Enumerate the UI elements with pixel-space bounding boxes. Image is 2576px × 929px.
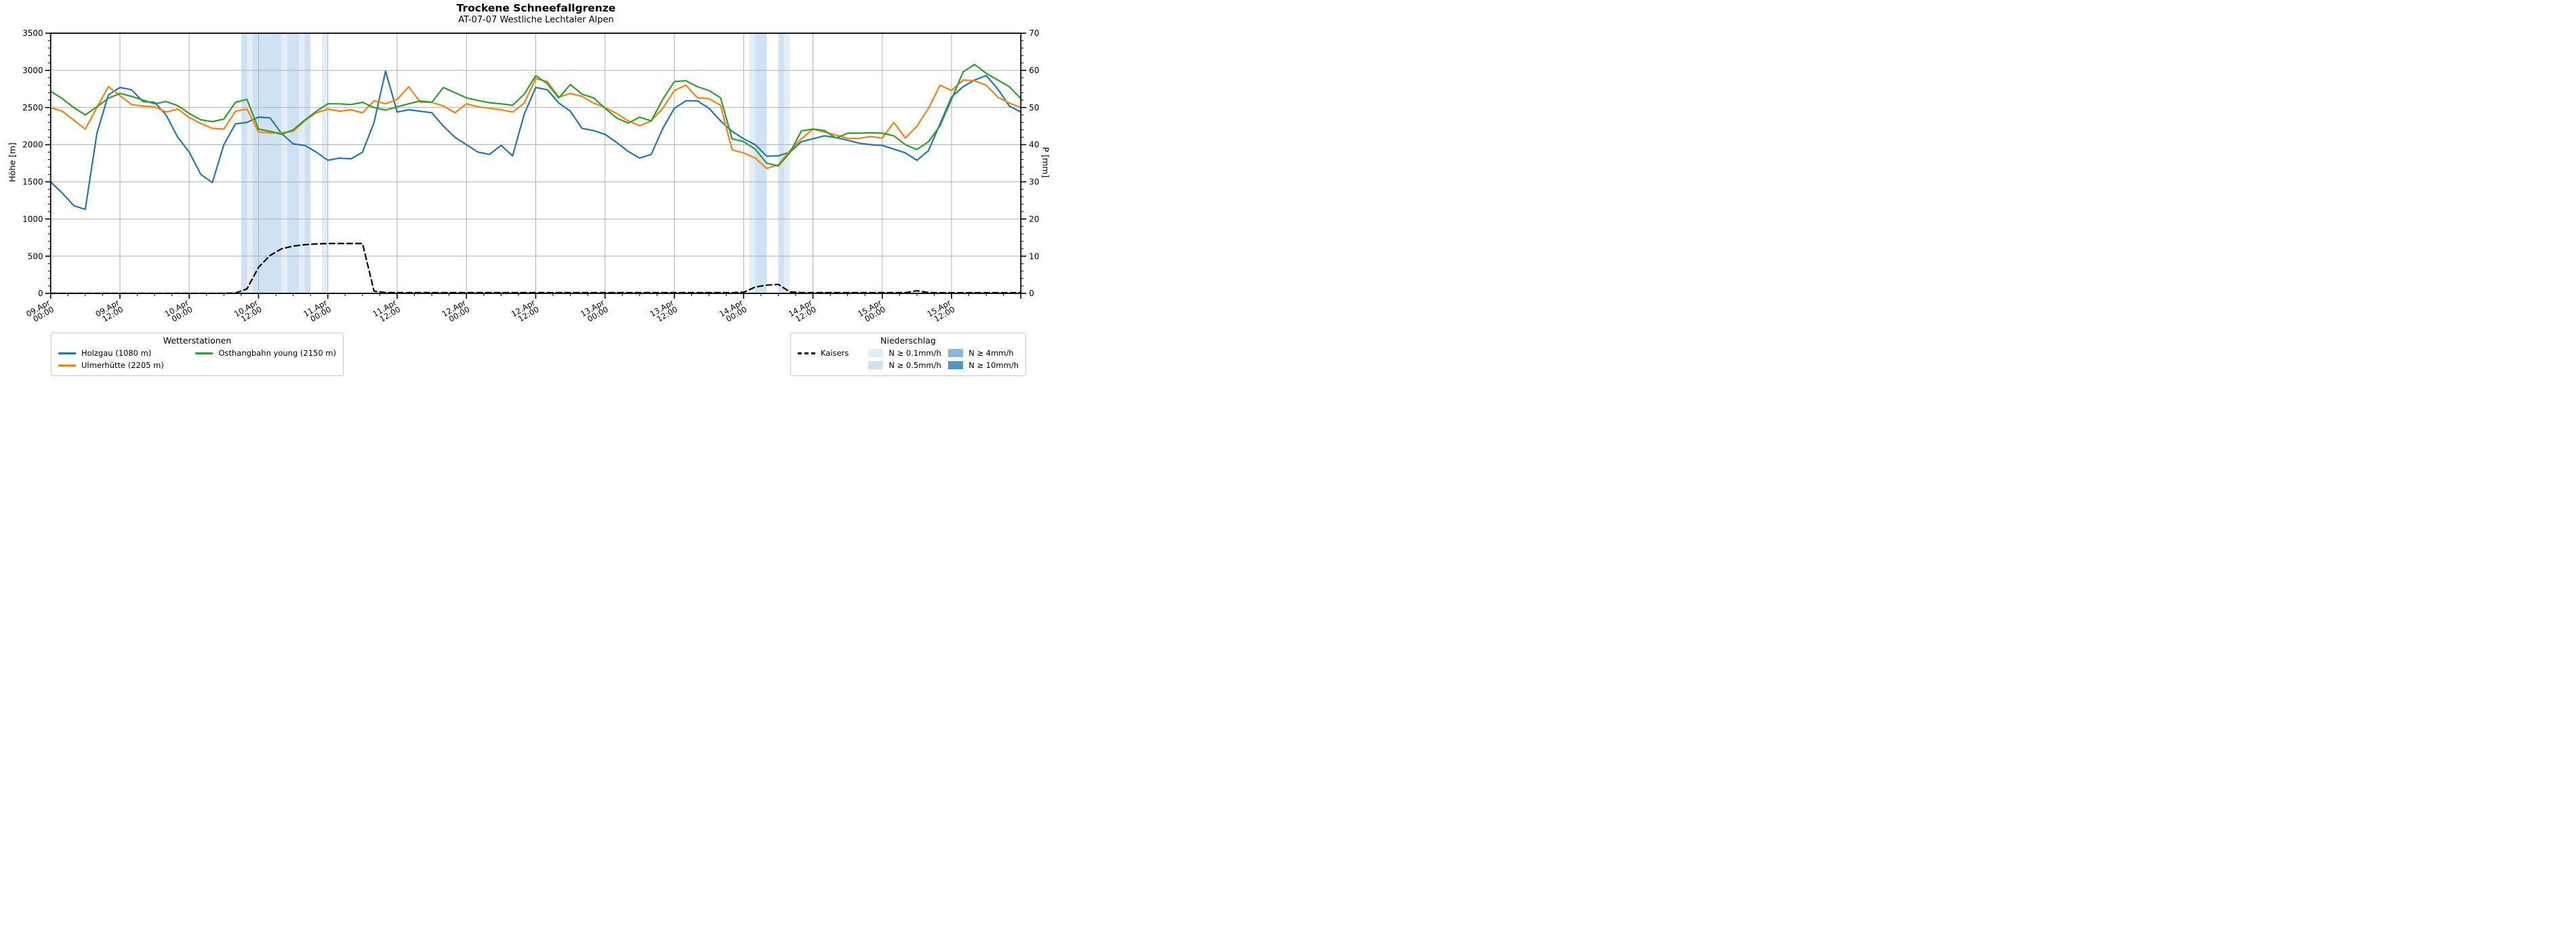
x-tick-label: 14.Apr00:00 — [718, 297, 749, 325]
svg-text:14.Apr12:00: 14.Apr12:00 — [787, 297, 818, 325]
legend-item-precip-4: N ≥ 4mm/h — [948, 347, 1019, 359]
chart-subtitle: AT-07-07 Westliche Lechtaler Alpen — [458, 15, 614, 25]
legend-label-osthangbahn: Osthangbahn young (2150 m) — [218, 348, 336, 358]
precip-05-swatch — [868, 361, 884, 369]
svg-text:10.Apr12:00: 10.Apr12:00 — [232, 297, 264, 325]
y-left-tick-label: 2500 — [22, 103, 43, 112]
svg-text:13.Apr00:00: 13.Apr00:00 — [579, 297, 610, 325]
svg-text:09.Apr12:00: 09.Apr12:00 — [94, 297, 125, 325]
y-right-tick-label: 60 — [1029, 66, 1039, 75]
precip-01-swatch — [868, 349, 884, 357]
y-right-tick-label: 0 — [1029, 289, 1034, 298]
precip-band — [281, 33, 288, 293]
y-right-tick-label: 10 — [1029, 251, 1039, 261]
y-left-tick-label: 0 — [38, 289, 43, 298]
svg-text:10.Apr00:00: 10.Apr00:00 — [163, 297, 195, 325]
precip-band — [304, 33, 311, 293]
legend-niederschlag-title: Niederschlag — [880, 335, 936, 346]
svg-text:15.Apr00:00: 15.Apr00:00 — [856, 297, 887, 325]
chart-canvas: Trockene Schneefallgrenze AT-07-07 Westl… — [0, 0, 1052, 379]
legend-label-kaisers: Kaisers — [821, 348, 849, 358]
osthangbahn-line-swatch — [195, 352, 213, 354]
precip-10-swatch — [948, 361, 964, 369]
x-tick-label: 11.Apr00:00 — [302, 297, 333, 325]
y-left-tick-label: 1000 — [22, 214, 43, 224]
x-tick-label: 10.Apr12:00 — [232, 297, 264, 325]
precip-band — [241, 33, 247, 293]
legend-item-precip-05: N ≥ 0.5mm/h — [868, 359, 948, 371]
legend-item-ulmerhuette: Ulmerhütte (2205 m) — [58, 359, 195, 371]
x-tick-label: 15.Apr00:00 — [856, 297, 887, 325]
legend-item-precip-10: N ≥ 10mm/h — [948, 359, 1019, 371]
chart-title: Trockene Schneefallgrenze — [456, 2, 616, 14]
legend-label-precip-4: N ≥ 4mm/h — [968, 348, 1014, 358]
kaisers-dashed-swatch — [798, 352, 815, 354]
y-right-tick-label: 30 — [1029, 178, 1039, 187]
legend-label-precip-01: N ≥ 0.1mm/h — [888, 348, 941, 358]
y-right-tick-label: 20 — [1029, 214, 1039, 224]
y-right-tick-label: 70 — [1029, 28, 1039, 38]
x-tick-label: 09.Apr12:00 — [94, 297, 125, 325]
precip-4-swatch — [948, 349, 964, 357]
svg-text:11.Apr00:00: 11.Apr00:00 — [302, 297, 333, 325]
y-left-tick-label: 3000 — [22, 66, 43, 75]
legend-label-ulmerhuette: Ulmerhütte (2205 m) — [81, 360, 164, 370]
svg-text:14.Apr00:00: 14.Apr00:00 — [718, 297, 749, 325]
y-left-tick-label: 2000 — [22, 140, 43, 150]
precip-band — [247, 33, 253, 293]
legend-label-precip-05: N ≥ 0.5mm/h — [888, 360, 941, 370]
series-line-0 — [49, 70, 1022, 211]
legend-item-kaisers: Kaisers — [798, 347, 868, 359]
x-tick-label: 09.Apr00:00 — [24, 297, 56, 325]
x-tick-label: 14.Apr12:00 — [787, 297, 818, 325]
legend-item-holzgau: Holzgau (1080 m) — [58, 347, 195, 359]
legend-label-precip-10: N ≥ 10mm/h — [968, 360, 1019, 370]
precip-band — [252, 33, 282, 293]
legend-wetterstationen-title: Wetterstationen — [163, 335, 232, 346]
y-right-tick-label: 50 — [1029, 103, 1039, 112]
y-left-tick-label: 500 — [28, 251, 43, 261]
precip-band — [287, 33, 300, 293]
x-tick-label: 13.Apr00:00 — [579, 297, 610, 325]
legend-item-precip-01: N ≥ 0.1mm/h — [868, 347, 948, 359]
precip-band — [783, 33, 790, 293]
precip-band — [322, 33, 328, 293]
x-tick-label: 12.Apr00:00 — [441, 297, 472, 325]
x-tick-label: 13.Apr12:00 — [648, 297, 679, 325]
series-line-1 — [49, 77, 1022, 169]
legend-label-holzgau: Holzgau (1080 m) — [81, 348, 152, 358]
y-left-tick-label: 3500 — [22, 28, 43, 38]
x-tick-label: 15.Apr12:00 — [925, 297, 956, 325]
y-right-tick-label: 40 — [1029, 140, 1039, 150]
legend-niederschlag: Niederschlag Kaisers N ≥ 0.1mm/h N ≥ 0.5… — [790, 333, 1026, 376]
x-tick-label: 12.Apr12:00 — [510, 297, 541, 325]
x-tick-label: 11.Apr12:00 — [371, 297, 402, 325]
holzgau-line-swatch — [58, 352, 76, 354]
precip-band — [749, 33, 756, 293]
svg-text:15.Apr12:00: 15.Apr12:00 — [925, 297, 956, 325]
svg-text:12.Apr00:00: 12.Apr00:00 — [441, 297, 472, 325]
svg-text:11.Apr12:00: 11.Apr12:00 — [371, 297, 402, 325]
svg-text:13.Apr12:00: 13.Apr12:00 — [648, 297, 679, 325]
series-line-2 — [49, 63, 1022, 167]
svg-text:12.Apr12:00: 12.Apr12:00 — [510, 297, 541, 325]
x-tick-label: 10.Apr00:00 — [163, 297, 195, 325]
ulmerhuette-line-swatch — [58, 364, 76, 367]
y-left-tick-label: 1500 — [22, 178, 43, 187]
plot-area: 0 500 1000 1500 2000 2500 3000 3500 0 10 20 30 40 50 6… — [22, 28, 1039, 325]
svg-text:09.Apr00:00: 09.Apr00:00 — [24, 297, 56, 325]
legend-item-osthangbahn: Osthangbahn young (2150 m) — [195, 347, 336, 359]
precip-band — [299, 33, 305, 293]
legend-wetterstationen: Wetterstationen Holzgau (1080 m) Ulmerhü… — [51, 333, 344, 376]
